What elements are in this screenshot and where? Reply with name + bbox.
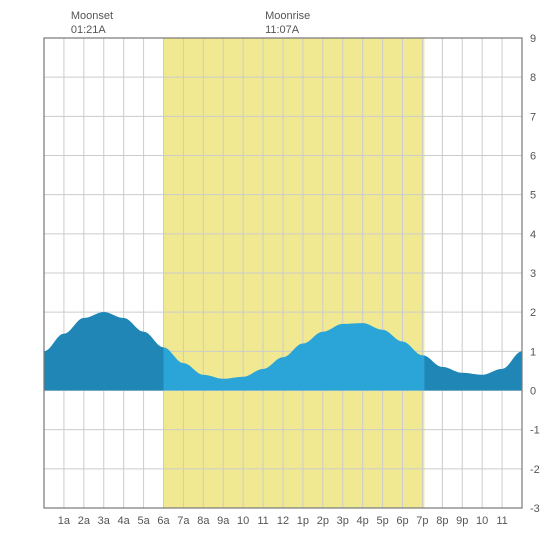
y-tick: 6 [530, 151, 536, 163]
x-tick: 11 [257, 515, 268, 527]
x-tick: 11 [496, 515, 507, 527]
x-tick: 2a [78, 515, 91, 527]
y-tick: 0 [530, 386, 536, 398]
y-tick: 1 [530, 346, 536, 358]
event-time: 01:21A [71, 24, 113, 38]
y-tick: 2 [530, 307, 536, 319]
x-tick: 7p [416, 515, 428, 527]
y-tick: -2 [530, 464, 540, 476]
x-tick: 1p [297, 515, 309, 527]
y-tick: -3 [530, 503, 540, 515]
x-tick: 7a [177, 515, 190, 527]
x-tick: 8a [197, 515, 210, 527]
x-tick: 1a [58, 515, 71, 527]
y-tick: 5 [530, 190, 536, 202]
x-tick: 5p [376, 515, 388, 527]
moonrise-label: Moonrise11:07A [265, 10, 310, 38]
x-tick: 3a [98, 515, 111, 527]
x-tick: 4a [118, 515, 131, 527]
tide-chart: -3-2-101234567891a2a3a4a5a6a7a8a9a101112… [8, 8, 542, 542]
x-tick: 8p [436, 515, 448, 527]
x-tick: 5a [137, 515, 150, 527]
y-tick: 9 [530, 33, 536, 45]
event-title: Moonset [71, 10, 113, 24]
y-tick: 3 [530, 268, 536, 280]
y-tick: 4 [530, 229, 536, 241]
x-tick: 6p [396, 515, 408, 527]
y-tick: 7 [530, 111, 536, 123]
moonset-label: Moonset01:21A [71, 10, 113, 38]
x-tick: 10 [476, 515, 488, 527]
event-title: Moonrise [265, 10, 310, 24]
x-tick: 12 [277, 515, 289, 527]
y-tick: 8 [530, 72, 536, 84]
x-tick: 6a [157, 515, 170, 527]
event-time: 11:07A [265, 24, 310, 38]
x-tick: 3p [337, 515, 349, 527]
x-tick: 4p [357, 515, 369, 527]
x-tick: 9a [217, 515, 230, 527]
chart-svg: -3-2-101234567891a2a3a4a5a6a7a8a9a101112… [8, 8, 542, 542]
y-tick: -1 [530, 425, 540, 437]
x-tick: 9p [456, 515, 468, 527]
x-tick: 2p [317, 515, 329, 527]
x-tick: 10 [237, 515, 249, 527]
